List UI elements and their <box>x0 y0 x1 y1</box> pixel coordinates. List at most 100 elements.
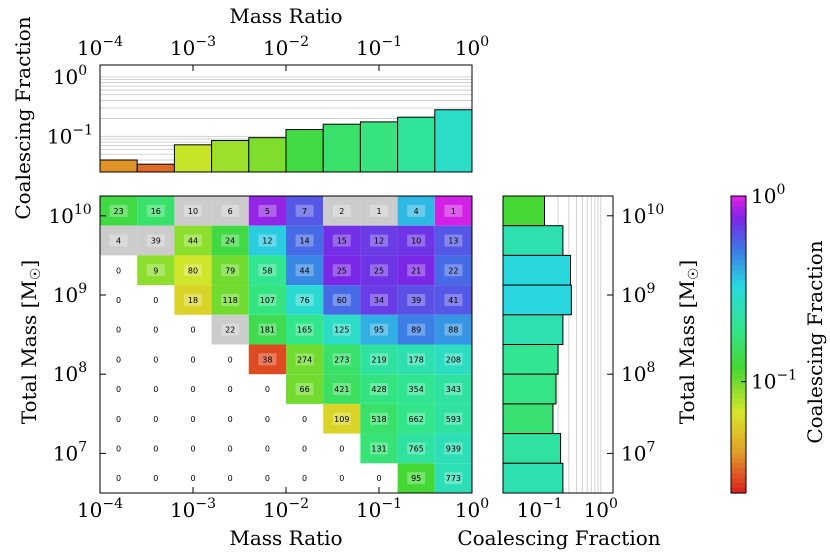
cell-count-label: 4 <box>414 207 419 216</box>
cell-count-label: 39 <box>151 237 161 246</box>
cell-count-label: 0 <box>265 444 270 453</box>
cell-count-label: 18 <box>188 296 198 305</box>
cell-label-box <box>370 412 388 425</box>
heatmap-cell <box>286 255 324 286</box>
heatmap-cell <box>248 344 286 375</box>
top-y-tick-label: 10−1 <box>47 122 93 148</box>
cell-count-label: 0 <box>153 385 158 394</box>
colorbar-segment <box>731 339 746 346</box>
cell-count-label: 0 <box>153 326 158 335</box>
colorbar-segment <box>731 285 746 291</box>
colorbar-segment <box>731 389 746 395</box>
cell-count-label: 16 <box>151 207 161 216</box>
heatmap-cell <box>360 314 398 345</box>
cell-count-label: 343 <box>446 385 461 394</box>
heatmap-cell <box>323 255 361 286</box>
colorbar-segment <box>731 250 746 256</box>
colorbar-segment <box>731 463 746 469</box>
cell-count-label: 939 <box>446 444 461 453</box>
heatmap-cell <box>434 255 472 286</box>
heatmap-cell <box>286 344 324 375</box>
cell-label-box <box>370 442 388 455</box>
cell-count-label: 131 <box>371 444 386 453</box>
cell-count-label: 0 <box>265 385 270 394</box>
cell-count-label: 5 <box>265 207 270 216</box>
x-tick-label: 10−4 <box>77 496 123 522</box>
cell-label-box <box>295 353 314 366</box>
right-bar <box>502 195 546 227</box>
heatmap-cell <box>323 314 361 345</box>
cell-count-label: 208 <box>446 355 461 364</box>
cell-label-box <box>295 323 314 336</box>
heatmap-cell <box>100 196 138 226</box>
cell-label-box <box>146 204 165 217</box>
cell-label-box <box>332 383 351 396</box>
top-x-tick-label: 100 <box>455 34 489 60</box>
top-x-tick-label: 10−4 <box>77 34 123 60</box>
cell-label-box <box>109 234 128 247</box>
cell-count-label: 88 <box>448 326 458 335</box>
cell-count-label: 95 <box>374 326 384 335</box>
heatmap-cell <box>360 196 398 226</box>
colorbar-segment <box>731 270 746 276</box>
right-bar <box>502 433 562 464</box>
heatmap-cell <box>397 196 435 226</box>
heatmap-cell <box>434 433 472 464</box>
cell-count-label: 80 <box>188 266 198 275</box>
cell-label-box <box>332 412 351 425</box>
cell-count-label: 25 <box>374 266 384 275</box>
colorbar-segment <box>731 349 746 355</box>
colorbar-segment <box>731 205 746 212</box>
heatmap-cell <box>397 374 435 404</box>
main-ylabel: Total Mass [M☉] <box>17 260 44 425</box>
cell-count-label: 0 <box>153 296 158 305</box>
right-bar <box>502 373 557 405</box>
cell-count-label: 22 <box>448 266 458 275</box>
heatmap-cell <box>137 255 175 286</box>
cell-count-label: 60 <box>337 296 347 305</box>
heatmap-cell <box>174 285 212 315</box>
cell-label-box <box>444 442 463 455</box>
cell-count-label: 773 <box>446 474 461 483</box>
top-bar <box>248 137 287 173</box>
cell-label-box <box>258 234 277 247</box>
top-bar <box>359 121 399 173</box>
cell-label-box <box>295 383 314 396</box>
colorbar-segment <box>731 314 746 321</box>
heatmap-cell <box>434 196 472 226</box>
cell-label-box <box>221 264 240 277</box>
cell-count-label: 38 <box>262 355 272 364</box>
cell-label-box <box>444 204 463 217</box>
heatmap-cell <box>360 255 398 286</box>
right-x-tick-label: 10−1 <box>517 496 563 522</box>
cell-label-box <box>370 353 388 366</box>
top-x-tick-label: 10−3 <box>170 34 216 60</box>
cell-count-label: 107 <box>260 296 275 305</box>
cell-count-label: 0 <box>116 444 121 453</box>
cell-label-box <box>407 383 426 396</box>
cell-count-label: 0 <box>228 474 233 483</box>
right-bar <box>502 344 559 375</box>
right-frame <box>502 195 614 494</box>
colorbar-segment <box>731 468 746 474</box>
cell-label-box <box>407 472 426 485</box>
heatmap-cell <box>360 374 398 404</box>
cell-count-label: 79 <box>225 266 235 275</box>
colorbar-segment <box>731 309 746 316</box>
top-bar <box>211 140 250 173</box>
cell-label-box <box>370 383 388 396</box>
colorbar-segment <box>731 418 746 425</box>
cell-label-box <box>258 353 277 366</box>
heatmap-cell <box>286 225 324 256</box>
colorbar-segment <box>731 299 746 306</box>
colorbar-segment <box>731 215 746 222</box>
heatmap-cell <box>286 196 324 226</box>
heatmap-cell <box>137 225 175 256</box>
cell-count-label: 0 <box>116 415 121 424</box>
heatmap-cell <box>323 285 361 315</box>
colorbar-segment <box>731 458 746 464</box>
cell-label-box <box>332 353 351 366</box>
top-x-tick-label: 10−1 <box>356 34 402 60</box>
cell-count-label: 165 <box>297 326 312 335</box>
cell-count-label: 662 <box>409 415 424 424</box>
